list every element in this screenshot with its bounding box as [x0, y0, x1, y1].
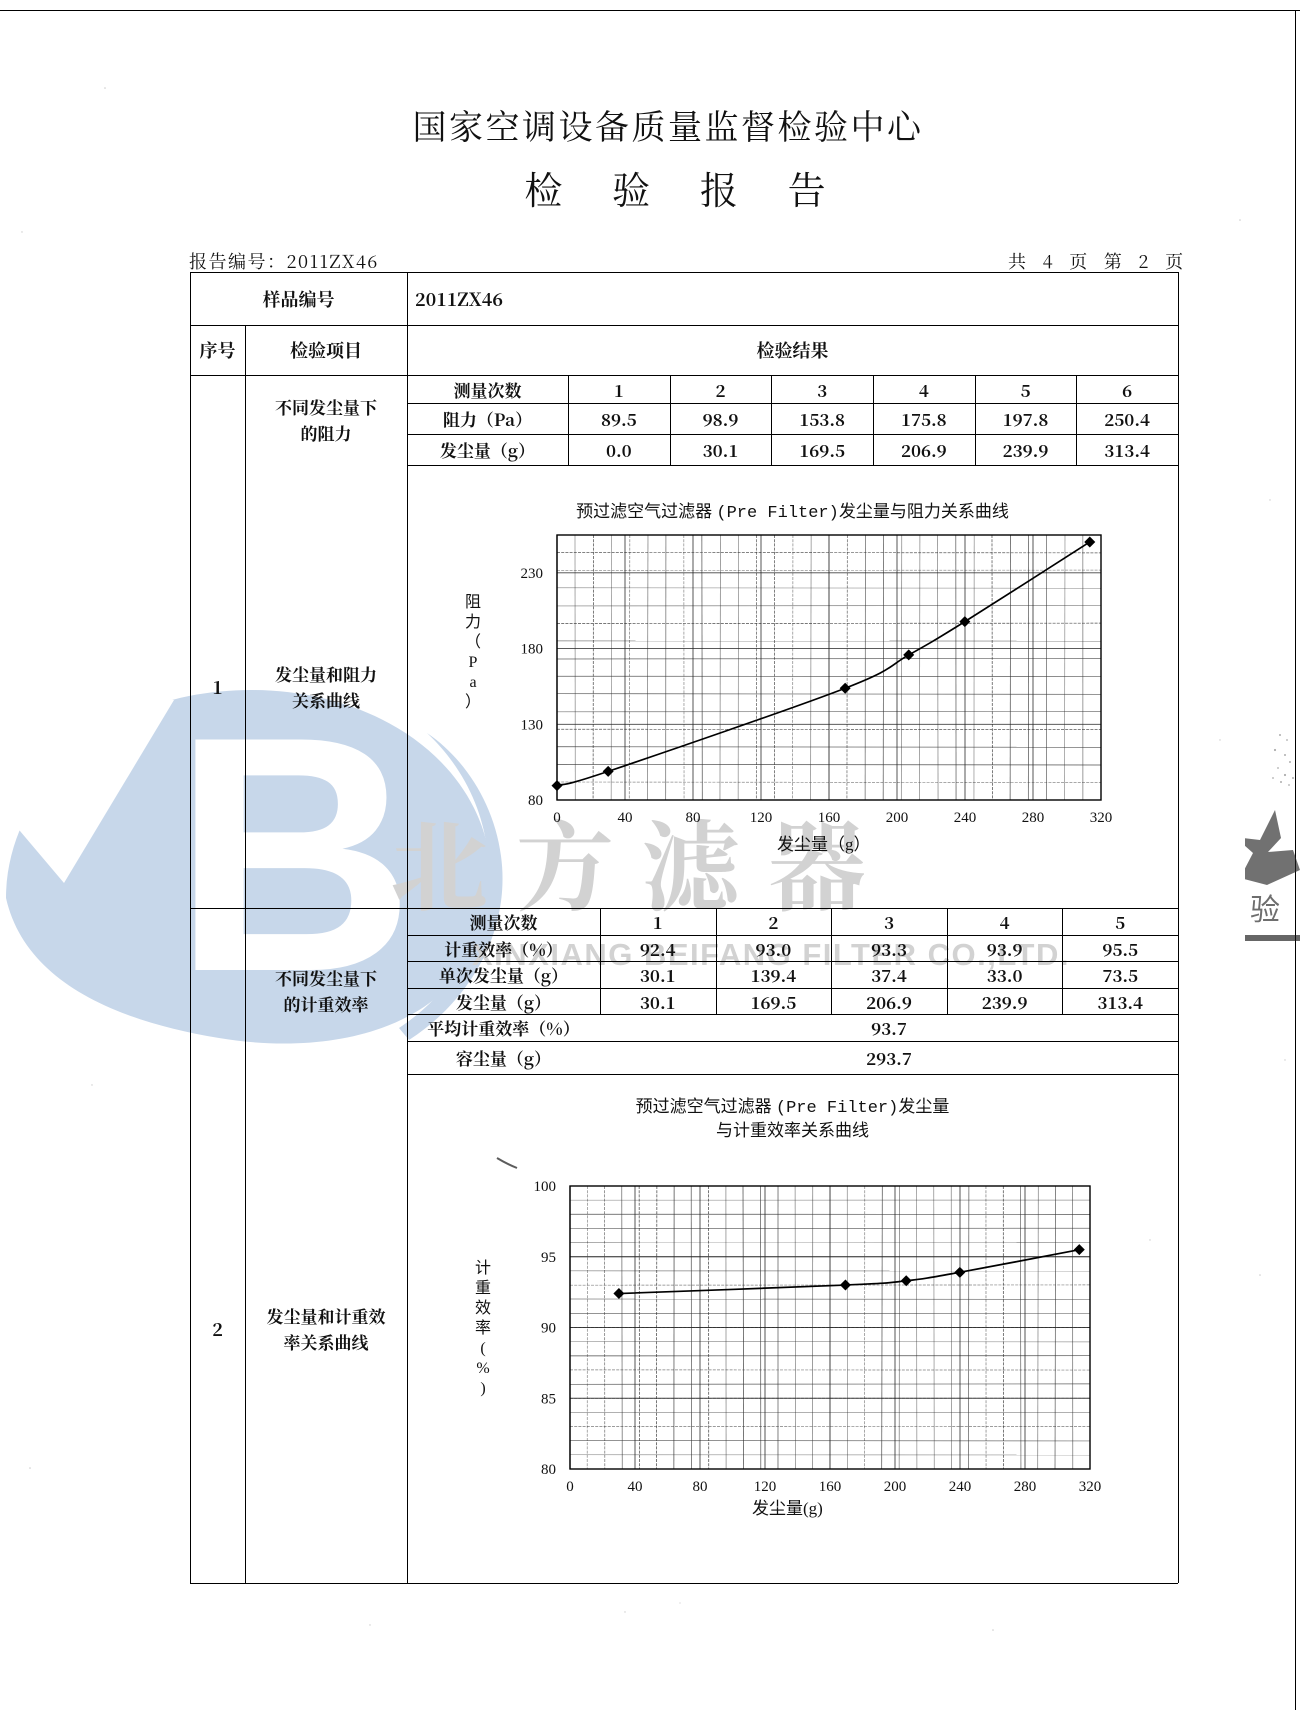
svg-text:240: 240	[954, 810, 977, 826]
svg-text:80: 80	[693, 1479, 708, 1495]
svg-text:120: 120	[754, 1479, 777, 1495]
svg-text:80: 80	[541, 1462, 556, 1478]
svg-text:40: 40	[618, 810, 633, 826]
svg-text:240: 240	[949, 1479, 972, 1495]
svg-text:100: 100	[534, 1179, 557, 1195]
svg-text:160: 160	[818, 810, 841, 826]
svg-text:90: 90	[541, 1321, 556, 1337]
svg-text:130: 130	[521, 717, 544, 733]
svg-text:0: 0	[553, 810, 561, 826]
svg-text:180: 180	[521, 642, 544, 658]
svg-text:验: 验	[1250, 894, 1280, 927]
svg-text:95: 95	[541, 1250, 556, 1266]
svg-text:320: 320	[1090, 810, 1113, 826]
svg-text:280: 280	[1014, 1479, 1037, 1495]
svg-text:120: 120	[750, 810, 773, 826]
svg-text:320: 320	[1079, 1479, 1102, 1495]
svg-text:200: 200	[884, 1479, 907, 1495]
svg-text:200: 200	[886, 810, 909, 826]
svg-text:0: 0	[566, 1479, 574, 1495]
svg-text:40: 40	[628, 1479, 643, 1495]
svg-text:160: 160	[819, 1479, 842, 1495]
svg-text:80: 80	[528, 793, 543, 809]
svg-text:280: 280	[1022, 810, 1045, 826]
svg-text:230: 230	[521, 566, 544, 582]
svg-text:85: 85	[541, 1391, 556, 1407]
svg-text:80: 80	[686, 810, 701, 826]
